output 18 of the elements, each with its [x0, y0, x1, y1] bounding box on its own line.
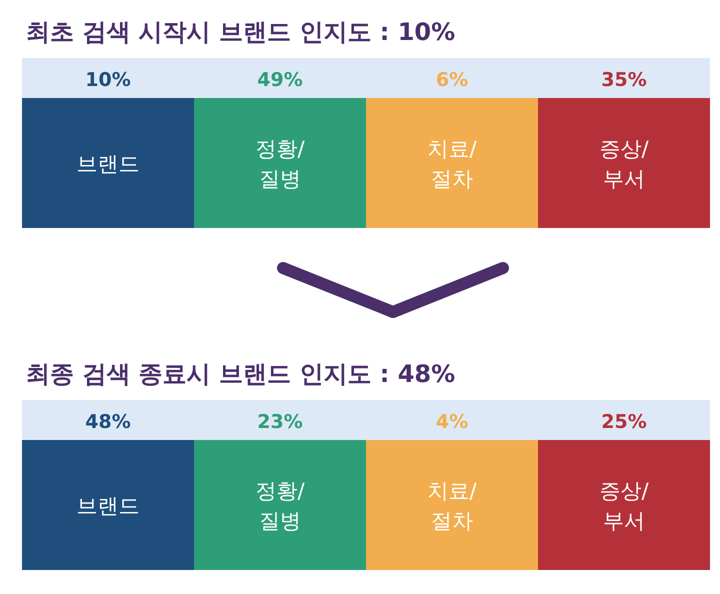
data-label: 4%: [436, 411, 468, 433]
category-label: 증상/부서: [599, 137, 650, 191]
data-label: 23%: [257, 411, 303, 433]
data-label: 35%: [601, 69, 647, 91]
category-label: 증상/부서: [599, 479, 650, 533]
text: 최종 검색 종료시 브랜드 인지도 : 48%: [26, 360, 456, 388]
category-label: 치료/절차: [427, 137, 478, 191]
category-label: 브랜드: [76, 494, 140, 518]
data-label: 48%: [85, 411, 131, 433]
category-label: 정황/질병: [255, 137, 306, 191]
category-label: 치료/절차: [427, 479, 478, 533]
category-label: 브랜드: [76, 152, 140, 176]
data-label: 49%: [257, 69, 303, 91]
category-label: 정황/질병: [255, 479, 306, 533]
data-label: 25%: [601, 411, 647, 433]
data-label: 6%: [436, 69, 468, 91]
text: 최초 검색 시작시 브랜드 인지도 : 10%: [26, 18, 456, 46]
data-label: 10%: [85, 69, 131, 91]
